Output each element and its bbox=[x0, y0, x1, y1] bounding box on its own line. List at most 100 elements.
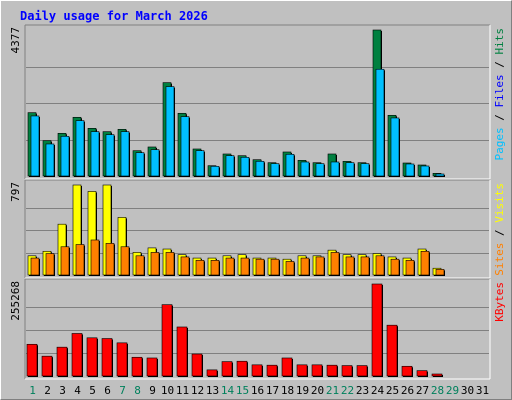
bar-sites-day-7 bbox=[120, 246, 130, 276]
bar-kbytes-day-27 bbox=[416, 370, 428, 377]
bar-sites-day-27 bbox=[420, 250, 430, 276]
x-tick-label: 21 bbox=[326, 384, 339, 397]
bar-files-day-12 bbox=[195, 150, 205, 177]
x-tick-label: 3 bbox=[59, 384, 66, 397]
bar-kbytes-day-19 bbox=[296, 364, 308, 377]
bar-kbytes-day-9 bbox=[146, 357, 158, 377]
x-tick-label: 22 bbox=[341, 384, 354, 397]
bar-files-day-8 bbox=[135, 152, 145, 177]
bar-files-day-15 bbox=[240, 157, 250, 177]
legend: Pages / Files / Hits bbox=[493, 28, 506, 161]
x-tick-label: 16 bbox=[251, 384, 264, 397]
bar-kbytes-day-26 bbox=[401, 365, 413, 377]
bar-sites-day-21 bbox=[330, 252, 340, 276]
bar-files-day-28 bbox=[435, 173, 445, 177]
bar-kbytes-day-22 bbox=[341, 365, 353, 377]
bar-sites-day-28 bbox=[435, 269, 445, 276]
bar-sites-day-20 bbox=[315, 256, 325, 276]
panel-kbytes: 255268 KBytes bbox=[9, 278, 506, 380]
bar-sites-day-22 bbox=[345, 256, 355, 276]
bar-sites-day-6 bbox=[105, 243, 115, 276]
bar-sites-day-3 bbox=[60, 246, 70, 276]
bar-files-day-21 bbox=[330, 161, 340, 177]
bar-kbytes-day-7 bbox=[116, 342, 128, 377]
x-tick-label: 15 bbox=[236, 384, 249, 397]
bar-sites-day-24 bbox=[375, 255, 385, 276]
x-tick-label: 12 bbox=[191, 384, 204, 397]
bar-kbytes-day-15 bbox=[236, 360, 248, 377]
bar-files-day-18 bbox=[285, 154, 295, 177]
bar-files-day-2 bbox=[45, 143, 55, 177]
x-axis: 1 2 3 4 5 6 7 8 9 10 11 12 13 14 15 16 17 18 19 20 21 22 23 24 2… bbox=[29, 384, 489, 397]
bar-files-day-14 bbox=[225, 155, 235, 177]
bar-files-day-24 bbox=[375, 68, 385, 177]
bar-sites-day-2 bbox=[45, 253, 55, 276]
bar-kbytes-day-25 bbox=[386, 324, 398, 377]
bar-sites-day-8 bbox=[135, 255, 145, 276]
series-kbytes bbox=[26, 283, 443, 377]
bar-files-day-5 bbox=[90, 131, 100, 177]
y-max-label: 255268 bbox=[9, 281, 22, 321]
bar-kbytes-day-6 bbox=[101, 338, 113, 377]
bar-sites-day-17 bbox=[270, 258, 280, 276]
bar-sites-day-18 bbox=[285, 261, 295, 276]
bar-kbytes-day-4 bbox=[71, 333, 83, 377]
chart-panels: 4377 Pages / Files / Hits 797 Sites / Visit… bbox=[9, 24, 506, 380]
bar-files-day-17 bbox=[270, 163, 280, 177]
legend-entry: / bbox=[493, 108, 506, 128]
bar-files-day-16 bbox=[255, 161, 265, 177]
y-max-label: 797 bbox=[9, 182, 22, 202]
legend: Sites / Visits bbox=[493, 183, 506, 276]
bar-files-day-19 bbox=[300, 161, 310, 177]
x-tick-label: 27 bbox=[416, 384, 429, 397]
x-tick-label: 11 bbox=[176, 384, 189, 397]
x-tick-label: 5 bbox=[89, 384, 96, 397]
bar-files-day-20 bbox=[315, 163, 325, 177]
x-tick-label: 29 bbox=[446, 384, 459, 397]
bar-sites-day-19 bbox=[300, 257, 310, 276]
bar-files-day-3 bbox=[60, 136, 70, 177]
bar-kbytes-day-12 bbox=[191, 353, 203, 377]
x-tick-label: 1 bbox=[29, 384, 36, 397]
bar-kbytes-day-21 bbox=[326, 364, 338, 377]
bar-files-day-7 bbox=[120, 131, 130, 177]
bar-sites-day-5 bbox=[90, 239, 100, 276]
legend-entry: Visits bbox=[493, 183, 506, 223]
legend-entry: KBytes bbox=[493, 282, 506, 322]
bar-kbytes-day-20 bbox=[311, 364, 323, 377]
bar-sites-day-13 bbox=[210, 260, 220, 276]
panel-visits: 797 Sites / Visits bbox=[9, 179, 506, 279]
x-tick-label: 25 bbox=[386, 384, 399, 397]
bar-files-day-27 bbox=[420, 165, 430, 177]
bar-files-day-23 bbox=[360, 163, 370, 177]
bar-kbytes-day-24 bbox=[371, 283, 383, 377]
legend-entry: Sites bbox=[493, 243, 506, 276]
x-tick-label: 10 bbox=[161, 384, 174, 397]
bar-kbytes-day-5 bbox=[86, 337, 98, 377]
bar-sites-day-25 bbox=[390, 258, 400, 276]
series-sites bbox=[30, 239, 445, 276]
x-tick-label: 14 bbox=[221, 384, 235, 397]
bar-sites-day-16 bbox=[255, 258, 265, 276]
bar-kbytes-day-14 bbox=[221, 361, 233, 377]
x-tick-label: 4 bbox=[74, 384, 81, 397]
x-tick-label: 8 bbox=[134, 384, 141, 397]
bar-files-day-13 bbox=[210, 166, 220, 177]
bar-kbytes-day-2 bbox=[41, 355, 53, 377]
legend-entry: / bbox=[493, 55, 506, 75]
bar-kbytes-day-18 bbox=[281, 357, 293, 377]
y-max-label: 4377 bbox=[9, 27, 22, 54]
x-tick-label: 30 bbox=[461, 384, 474, 397]
bar-sites-day-10 bbox=[165, 252, 175, 276]
bar-kbytes-day-23 bbox=[356, 365, 368, 377]
bar-sites-day-4 bbox=[75, 244, 85, 276]
bar-files-day-1 bbox=[30, 115, 40, 177]
bar-kbytes-day-10 bbox=[161, 304, 173, 377]
legend-entry: / bbox=[493, 223, 506, 243]
x-tick-label: 23 bbox=[356, 384, 369, 397]
bar-files-day-26 bbox=[405, 163, 415, 177]
bar-files-day-25 bbox=[390, 117, 400, 177]
x-tick-label: 26 bbox=[401, 384, 414, 397]
bar-sites-day-12 bbox=[195, 260, 205, 276]
